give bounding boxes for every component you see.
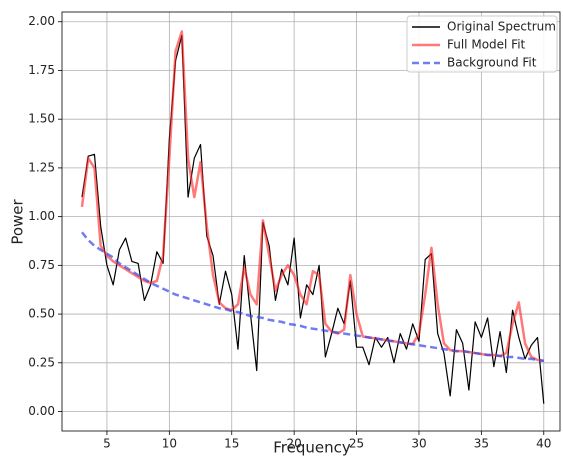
grid-layer: [62, 12, 560, 431]
y-tick-label: 0.50: [28, 307, 55, 321]
y-tick-label: 0.00: [28, 404, 55, 418]
legend: Original Spectrum Full Model Fit Backgroun…: [406, 15, 558, 73]
legend-label: Background Fit: [447, 56, 537, 70]
legend-label: Full Model Fit: [447, 38, 526, 52]
series-line: [81, 34, 545, 404]
y-axis-label: Power: [9, 198, 27, 244]
x-tick-label: 10: [162, 437, 177, 451]
x-tick-label: 30: [411, 437, 426, 451]
y-tick-label: 1.00: [28, 209, 55, 223]
x-tick-label: 15: [224, 437, 239, 451]
x-tick-label: 35: [474, 437, 489, 451]
y-tick-label: 0.75: [28, 258, 55, 272]
data-layer: [80, 30, 545, 404]
y-tick-label: 1.75: [28, 63, 55, 77]
x-tick-label: 25: [349, 437, 364, 451]
x-axis-label: Frequency: [273, 439, 351, 457]
legend-box: [406, 15, 558, 73]
y-tick-label: 1.25: [28, 160, 55, 174]
x-tick-label: 20: [287, 437, 302, 451]
y-tick-label: 0.25: [28, 355, 55, 369]
series-line: [80, 30, 544, 363]
plot-frame: [61, 11, 561, 432]
y-tick-label: 2.00: [28, 14, 55, 28]
x-tick-label: 40: [536, 437, 551, 451]
series-line: [80, 231, 544, 363]
legend-label: Original Spectrum: [447, 20, 556, 34]
y-tick-label: 1.50: [28, 112, 55, 126]
x-tick-label: 5: [103, 437, 111, 451]
